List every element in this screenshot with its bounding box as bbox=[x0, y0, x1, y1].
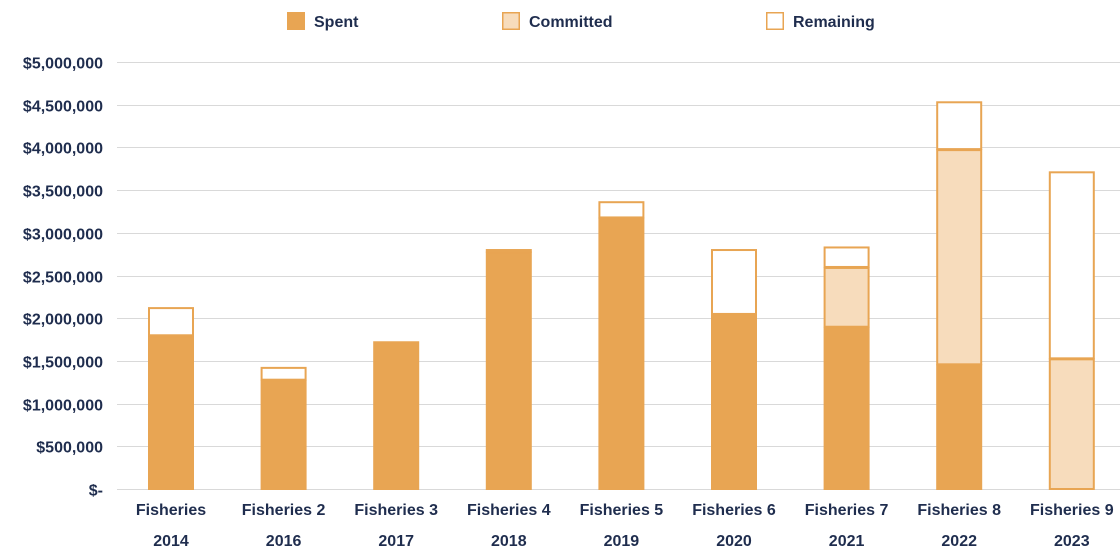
bar-remaining-fisheries-9-2023 bbox=[1048, 171, 1095, 360]
y-tick-label-3-000-000: $3,000,000 bbox=[23, 227, 103, 244]
legend-swatch-committed bbox=[502, 12, 520, 30]
bar-spent-fisheries-2014 bbox=[148, 335, 194, 490]
bar-committed-fisheries-8-2022 bbox=[936, 149, 983, 366]
bar-remaining-fisheries-8-2022 bbox=[936, 101, 983, 151]
y-tick-label-3-500-000: $3,500,000 bbox=[23, 184, 103, 201]
bar-spent-fisheries-6-2020 bbox=[711, 313, 757, 490]
y-tick-label-2-000-000: $2,000,000 bbox=[23, 312, 103, 329]
bar-committed-fisheries-7-2021 bbox=[823, 266, 870, 328]
x-tick-label-fisheries-3-2017: Fisheries 3 2017 bbox=[354, 502, 438, 550]
x-tick-label-fisheries-6-2020: Fisheries 6 2020 bbox=[692, 502, 776, 550]
bar-spent-fisheries-5-2019 bbox=[598, 217, 645, 490]
y-tick-label-zero: $- bbox=[89, 483, 103, 500]
legend-label-committed: Committed bbox=[529, 14, 613, 31]
bar-remaining-fisheries-6-2020 bbox=[711, 249, 757, 315]
x-tick-label-fisheries-8-2022: Fisheries 8 2022 bbox=[917, 502, 1001, 550]
y-axis: $- $500,000 $1,000,000 $1,500,000 $2,000,000… bbox=[23, 56, 103, 500]
legend: Spent Committed Remaining bbox=[287, 12, 875, 31]
bar-spent-fisheries-4-2018 bbox=[485, 251, 532, 490]
legend-label-spent: Spent bbox=[314, 14, 359, 31]
y-tick-label-5-000-000: $5,000,000 bbox=[23, 56, 103, 73]
bar-remaining-fisheries-2-2016 bbox=[260, 366, 307, 381]
x-tick-label-fisheries-7-2021: Fisheries 7 2021 bbox=[805, 502, 889, 550]
bar-remaining-fisheries-2014 bbox=[148, 307, 194, 337]
y-tick-label-1-500-000: $1,500,000 bbox=[23, 355, 103, 372]
y-tick-label-2-500-000: $2,500,000 bbox=[23, 270, 103, 287]
bar-spent-fisheries-2-2016 bbox=[260, 379, 307, 490]
bar-committed-fisheries-9-2023 bbox=[1048, 358, 1095, 491]
x-tick-label-fisheries-4-2018: Fisheries 4 2018 bbox=[467, 502, 551, 550]
legend-label-remaining: Remaining bbox=[793, 14, 875, 31]
bar-spent-fisheries-8-2022 bbox=[936, 364, 983, 491]
bars bbox=[148, 101, 1095, 491]
x-tick-label-fisheries-2014: Fisheries 2014 bbox=[136, 502, 206, 550]
x-tick-label-fisheries-2-2016: Fisheries 2 2016 bbox=[242, 502, 326, 550]
bar-remaining-fisheries-7-2021 bbox=[823, 246, 870, 268]
bar-remaining-fisheries-4-2018 bbox=[485, 249, 532, 253]
x-tick-label-fisheries-5-2019: Fisheries 5 2019 bbox=[580, 502, 664, 550]
legend-swatch-spent bbox=[287, 12, 305, 30]
y-tick-label-4-000-000: $4,000,000 bbox=[23, 141, 103, 158]
bar-spent-fisheries-7-2021 bbox=[823, 326, 870, 490]
bar-spent-fisheries-3-2017 bbox=[373, 341, 420, 490]
y-tick-label-1-000-000: $1,000,000 bbox=[23, 398, 103, 415]
legend-swatch-remaining bbox=[766, 12, 784, 30]
y-tick-label-500-000: $500,000 bbox=[36, 440, 103, 457]
y-tick-label-4-500-000: $4,500,000 bbox=[23, 99, 103, 116]
bar-remaining-fisheries-5-2019 bbox=[598, 201, 645, 219]
x-tick-label-fisheries-9-2023: Fisheries 9 2023 bbox=[1030, 502, 1114, 550]
